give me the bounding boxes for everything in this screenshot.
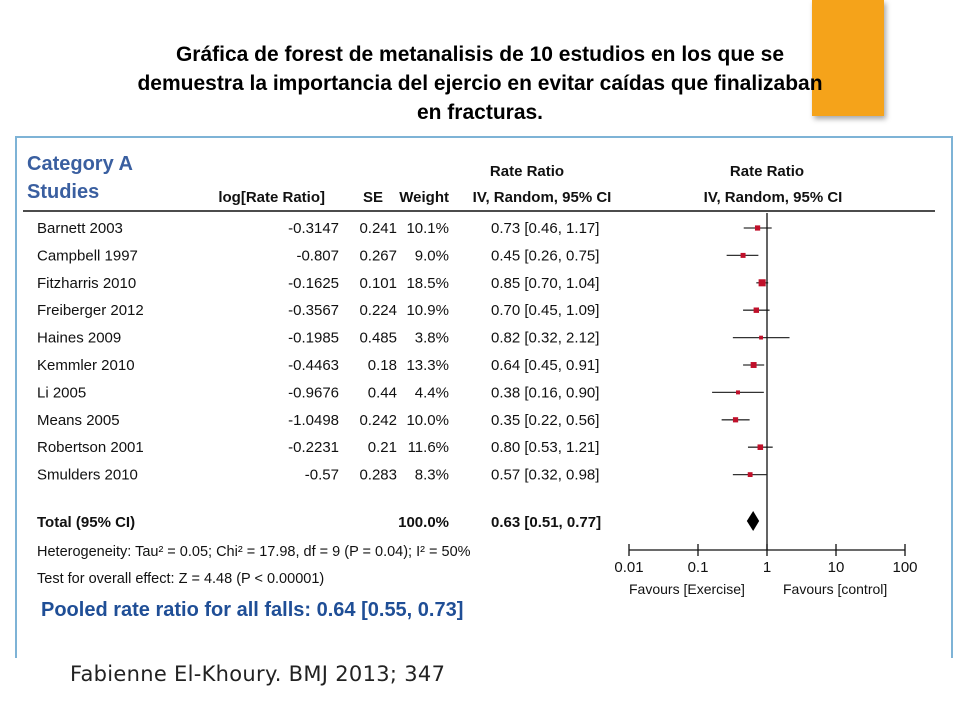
study-weight: 4.4% [415, 384, 449, 401]
col-header-rr-method: IV, Random, 95% CI [473, 189, 612, 206]
study-rows: Barnett 2003 -0.3147 0.241 10.1% 0.73 [0.46,… [37, 220, 599, 484]
study-name: Campbell 1997 [37, 247, 138, 264]
forest-plot-panel: Category A Studies log[Rate Ratio] SE We… [15, 136, 953, 658]
citation-footer: Fabienne El-Khoury. BMJ 2013; 347 [70, 662, 446, 686]
accent-bar [812, 0, 884, 116]
favours-right-label: Favours [control] [783, 581, 887, 597]
study-log-rr: -1.0498 [288, 412, 339, 429]
study-weight: 8.3% [415, 467, 449, 484]
study-log-rr: -0.3567 [288, 302, 339, 319]
study-log-rr: -0.9676 [288, 384, 339, 401]
study-name: Barnett 2003 [37, 220, 123, 237]
axis-tick-label: 0.01 [614, 559, 643, 576]
study-name: Haines 2009 [37, 330, 121, 347]
col-header-plot-group: Rate Ratio [730, 163, 804, 180]
study-weight: 3.8% [415, 330, 449, 347]
axis-tick-label: 1 [763, 559, 771, 576]
study-log-rr: -0.57 [305, 467, 339, 484]
slide-title: Gráfica de forest de metanalisis de 10 e… [30, 40, 930, 127]
study-se: 0.101 [359, 275, 397, 292]
study-log-rr: -0.1985 [288, 330, 339, 347]
title-line-3: en fracturas. [416, 101, 544, 124]
axis-tick-label: 10 [828, 559, 845, 576]
study-name: Freiberger 2012 [37, 302, 144, 319]
axis-tick-label: 100 [892, 559, 917, 576]
col-header-se: SE [363, 189, 383, 206]
study-log-rr: -0.3147 [288, 220, 339, 237]
study-name: Li 2005 [37, 384, 86, 401]
favours-left-label: Favours [Exercise] [629, 581, 745, 597]
axis-ticks: 0.01 0.1 1 10 100 [614, 544, 918, 576]
study-ci-text: 0.85 [0.70, 1.04] [491, 275, 599, 292]
study-se: 0.44 [368, 384, 397, 401]
study-name: Robertson 2001 [37, 439, 144, 456]
study-se: 0.224 [359, 302, 397, 319]
col-header-plot-method: IV, Random, 95% CI [704, 189, 843, 206]
study-ci-text: 0.80 [0.53, 1.21] [491, 439, 599, 456]
study-se: 0.485 [359, 330, 397, 347]
study-se: 0.18 [368, 357, 397, 374]
study-ci-text: 0.82 [0.32, 2.12] [491, 330, 599, 347]
study-ci-text: 0.70 [0.45, 1.09] [491, 302, 599, 319]
study-log-rr: -0.1625 [288, 275, 339, 292]
total-diamond [746, 511, 760, 531]
study-point-estimate [754, 225, 761, 231]
col-header-rr-group: Rate Ratio [490, 163, 564, 180]
pooled-rate-ratio: Pooled rate ratio for all falls: 0.64 [0… [41, 599, 463, 621]
study-name: Kemmler 2010 [37, 357, 135, 374]
study-weight: 9.0% [415, 247, 449, 264]
axis-tick-label: 0.1 [688, 559, 709, 576]
overall-effect-text: Test for overall effect: Z = 4.48 (P < 0… [37, 571, 324, 587]
study-point-estimate [759, 335, 763, 340]
forest-plot: Category A Studies log[Rate Ratio] SE We… [23, 153, 935, 621]
study-weight: 11.6% [408, 439, 449, 456]
category-label: Category A [27, 153, 133, 175]
study-log-rr: -0.2231 [288, 439, 339, 456]
study-ci-text: 0.64 [0.45, 0.91] [491, 357, 599, 374]
total-label: Total (95% CI) [37, 514, 135, 531]
col-header-log-rr: log[Rate Ratio] [218, 189, 325, 206]
study-weight: 18.5% [406, 275, 449, 292]
study-point-estimate [750, 362, 757, 368]
study-se: 0.241 [359, 220, 397, 237]
study-log-rr: -0.4463 [288, 357, 339, 374]
study-se: 0.283 [359, 467, 397, 484]
study-se: 0.21 [368, 439, 397, 456]
study-weight: 13.3% [406, 357, 449, 374]
study-point-estimate [757, 444, 764, 450]
study-point-estimate [736, 390, 740, 395]
heterogeneity-text: Heterogeneity: Tau² = 0.05; Chi² = 17.98… [37, 544, 471, 560]
study-ci-text: 0.35 [0.22, 0.56] [491, 412, 599, 429]
study-point-estimate [732, 417, 739, 423]
study-point-estimate [747, 472, 753, 478]
study-log-rr: -0.807 [296, 247, 339, 264]
study-weight: 10.0% [406, 412, 449, 429]
study-point-estimate [740, 252, 746, 258]
study-marks [712, 225, 790, 478]
study-ci-text: 0.73 [0.46, 1.17] [491, 220, 599, 237]
study-name: Smulders 2010 [37, 467, 138, 484]
total-ci-text: 0.63 [0.51, 0.77] [491, 514, 601, 531]
study-point-estimate [758, 279, 766, 287]
total-weight: 100.0% [398, 514, 449, 531]
studies-header: Studies [27, 181, 99, 203]
study-weight: 10.9% [406, 302, 449, 319]
col-header-weight: Weight [399, 189, 449, 206]
title-line-2: demuestra la importancia del ejercio en … [137, 72, 823, 95]
title-line-1: Gráfica de forest de metanalisis de 10 e… [175, 43, 785, 66]
study-se: 0.242 [359, 412, 397, 429]
study-ci-text: 0.38 [0.16, 0.90] [491, 384, 599, 401]
study-name: Fitzharris 2010 [37, 275, 136, 292]
study-se: 0.267 [359, 247, 397, 264]
study-ci-text: 0.57 [0.32, 0.98] [491, 467, 599, 484]
study-ci-text: 0.45 [0.26, 0.75] [491, 247, 599, 264]
study-point-estimate [753, 307, 760, 313]
study-weight: 10.1% [406, 220, 449, 237]
study-name: Means 2005 [37, 412, 120, 429]
